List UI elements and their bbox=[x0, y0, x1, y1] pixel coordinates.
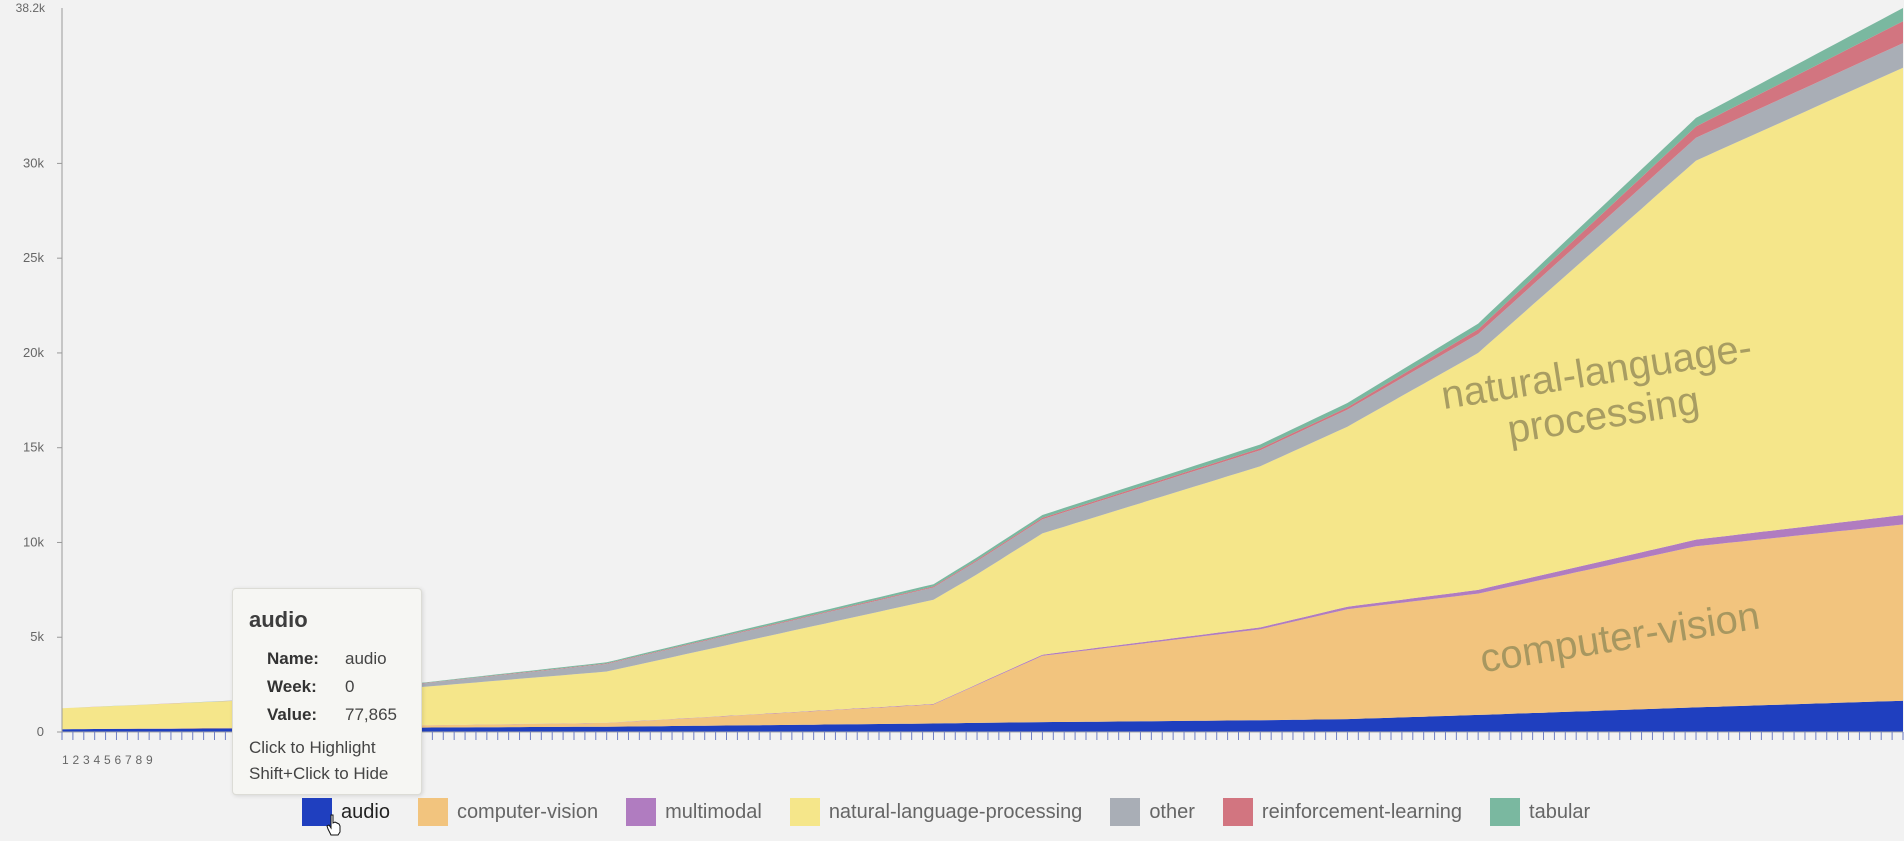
legend-item-computer-vision[interactable]: computer-vision bbox=[417, 798, 599, 826]
x-tick-label: 9 bbox=[146, 753, 153, 767]
y-tick-label: 30k bbox=[23, 155, 44, 170]
tooltip-row-week: Week: 0 bbox=[249, 677, 405, 705]
x-tick-label: 5 bbox=[104, 753, 111, 767]
x-tick-label: 2 bbox=[73, 753, 80, 767]
legend-swatch bbox=[1222, 798, 1253, 826]
legend-item-audio[interactable]: audio bbox=[302, 798, 390, 826]
tooltip-key: Name: bbox=[267, 649, 319, 668]
legend-label: computer-vision bbox=[456, 800, 599, 823]
tooltip-row-name: Name: audio bbox=[249, 649, 405, 677]
tooltip-key: Value: bbox=[267, 705, 318, 724]
tooltip-row-value: Value: 77,865 bbox=[249, 705, 405, 733]
legend-swatch bbox=[626, 798, 657, 826]
y-max-label: 38.2k bbox=[16, 1, 46, 15]
area-natural-language-processing[interactable] bbox=[62, 67, 1903, 730]
tooltip-hint-highlight: Click to Highlight bbox=[249, 738, 376, 757]
y-tick-label: 5k bbox=[30, 629, 44, 644]
y-tick-label: 10k bbox=[23, 534, 44, 549]
legend-item-other[interactable]: other bbox=[1110, 798, 1195, 826]
legend-label: audio bbox=[341, 800, 390, 823]
x-tick-label: 4 bbox=[94, 753, 101, 767]
legend: audio computer-vision multimodal natural… bbox=[302, 795, 1618, 829]
legend-label: natural-language-processing bbox=[828, 800, 1083, 823]
legend-label: reinforcement-learning bbox=[1261, 800, 1463, 823]
x-tick-label: 6 bbox=[115, 753, 122, 767]
legend-item-multimodal[interactable]: multimodal bbox=[626, 798, 762, 826]
legend-item-tabular[interactable]: tabular bbox=[1490, 798, 1590, 826]
y-tick-label: 0 bbox=[37, 724, 44, 739]
y-tick-label: 15k bbox=[23, 440, 44, 455]
tooltip-value: audio bbox=[345, 649, 387, 668]
area-computer-vision[interactable] bbox=[62, 524, 1903, 730]
tooltip-value: 0 bbox=[345, 677, 355, 696]
tooltip-value: 77,865 bbox=[345, 705, 397, 724]
legend-label: other bbox=[1149, 800, 1195, 823]
tooltip-title: audio bbox=[249, 607, 308, 632]
area-audio[interactable] bbox=[62, 700, 1903, 732]
legend-swatch bbox=[1110, 798, 1141, 826]
tooltip: audio Name: audio Week: 0 Value: 77,865 … bbox=[232, 588, 422, 795]
hand-pointer-icon bbox=[326, 814, 341, 836]
legend-swatch bbox=[789, 798, 820, 826]
legend-swatch bbox=[302, 798, 332, 826]
tooltip-key: Week: bbox=[267, 677, 317, 696]
legend-label: multimodal bbox=[665, 800, 762, 823]
x-tick-label: 8 bbox=[136, 753, 143, 767]
y-tick-label: 20k bbox=[23, 345, 44, 360]
areas-group bbox=[62, 8, 1903, 732]
legend-item-reinforcement-learning[interactable]: reinforcement-learning bbox=[1222, 798, 1463, 826]
legend-swatch bbox=[417, 798, 448, 826]
legend-item-natural-language-processing[interactable]: natural-language-processing bbox=[789, 798, 1083, 826]
x-tick-label: 1 bbox=[62, 753, 69, 767]
x-tick-label: 7 bbox=[125, 753, 132, 767]
y-tick-label: 25k bbox=[23, 250, 44, 265]
tooltip-hint-hide: Shift+Click to Hide bbox=[249, 764, 389, 783]
legend-label: tabular bbox=[1529, 800, 1591, 823]
legend-swatch bbox=[1490, 798, 1521, 826]
x-tick-label: 3 bbox=[83, 753, 90, 767]
